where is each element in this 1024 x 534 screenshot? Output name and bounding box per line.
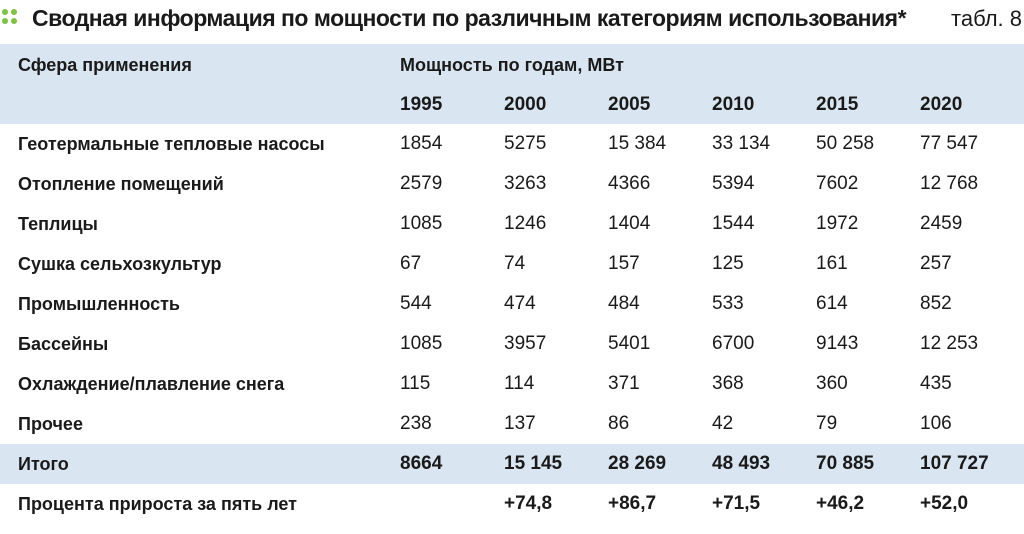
data-table: Сфера применения Мощность по годам, МВт … bbox=[0, 44, 1024, 524]
table-cell: 371 bbox=[608, 373, 640, 394]
table-cell: 70 885 bbox=[816, 444, 920, 484]
table-cell: 115 bbox=[400, 373, 431, 394]
year-header: 2005 bbox=[608, 86, 712, 124]
table-row: Прочее 238 137 86 42 79 106 bbox=[0, 404, 1024, 444]
table-cell: 5394 bbox=[712, 173, 755, 194]
row-label: Бассейны bbox=[18, 333, 109, 354]
table-row: Геотермальные тепловые насосы 1854 5275 … bbox=[0, 124, 1024, 164]
table-cell: 435 bbox=[920, 373, 952, 394]
table-cell: +71,5 bbox=[712, 493, 761, 514]
table-cell: 125 bbox=[712, 253, 744, 274]
table-cell: 12 253 bbox=[920, 333, 979, 354]
row-label: Теплицы bbox=[18, 213, 98, 234]
table-row: Промышленность 544 474 484 533 614 852 bbox=[0, 284, 1024, 324]
title-bar: Сводная информация по мощности по различ… bbox=[0, 0, 1024, 40]
table-cell: 67 bbox=[400, 253, 422, 274]
growth-row: Процента прироста за пять лет +74,8 +86,… bbox=[0, 484, 1024, 524]
table-cell: 15 384 bbox=[608, 133, 667, 154]
four-dots-icon bbox=[2, 9, 20, 27]
table-cell: 9143 bbox=[816, 333, 859, 354]
row-label: Сушка сельхозкультур bbox=[18, 253, 222, 274]
row-label: Геотермальные тепловые насосы bbox=[18, 133, 325, 154]
table-cell: 1972 bbox=[816, 213, 859, 234]
table-cell: +52,0 bbox=[920, 493, 969, 514]
year-header: 2000 bbox=[504, 86, 608, 124]
table-cell: 257 bbox=[920, 253, 952, 274]
table-cell: 5275 bbox=[504, 133, 547, 154]
table-cell: 137 bbox=[504, 413, 536, 434]
table-cell: 7602 bbox=[816, 173, 859, 194]
row-label: Процента прироста за пять лет bbox=[18, 493, 297, 514]
table-cell: 3263 bbox=[504, 173, 547, 194]
table-cell: +86,7 bbox=[608, 493, 657, 514]
table-cell: 106 bbox=[920, 413, 952, 434]
table-cell: 161 bbox=[816, 253, 848, 274]
table-cell: 12 768 bbox=[920, 173, 979, 194]
table-cell: +46,2 bbox=[816, 493, 865, 514]
table-cell: 1404 bbox=[608, 213, 651, 234]
row-label: Отопление помещений bbox=[18, 173, 224, 194]
table-cell: 360 bbox=[816, 373, 848, 394]
table-cell: 74 bbox=[504, 253, 526, 274]
table-cell: 5401 bbox=[608, 333, 651, 354]
table-cell: 474 bbox=[504, 284, 608, 324]
row-label: Итого bbox=[0, 444, 400, 484]
header-row-years: 1995 2000 2005 2010 2015 2020 bbox=[0, 86, 1024, 124]
table-row: Охлаждение/плавление снега 115 114 371 3… bbox=[0, 364, 1024, 404]
total-row: Итого 8664 15 145 28 269 48 493 70 885 1… bbox=[0, 444, 1024, 484]
table-cell: 157 bbox=[608, 253, 640, 274]
year-header: 2020 bbox=[920, 86, 1024, 124]
table-row: Сушка сельхозкультур 67 74 157 125 161 2… bbox=[0, 244, 1024, 284]
table-cell: 48 493 bbox=[712, 444, 816, 484]
table-cell: 1854 bbox=[400, 133, 443, 154]
table-cell: 77 547 bbox=[920, 133, 979, 154]
table-cell: 8664 bbox=[400, 444, 504, 484]
table-cell: 107 727 bbox=[920, 444, 1024, 484]
table-cell bbox=[400, 484, 504, 524]
table-cell: 114 bbox=[504, 373, 535, 394]
table-row: Отопление помещений 2579 3263 4366 5394 … bbox=[0, 164, 1024, 204]
table-title: Сводная информация по мощности по различ… bbox=[32, 5, 907, 31]
table-cell: 614 bbox=[816, 293, 848, 314]
row-label: Прочее bbox=[18, 413, 83, 434]
column-header-capacity: Мощность по годам, МВт bbox=[400, 44, 1024, 86]
table-cell: 50 258 bbox=[816, 133, 875, 154]
table-cell: +74,8 bbox=[504, 493, 553, 514]
table-cell: 33 134 bbox=[712, 133, 771, 154]
column-header-category: Сфера применения bbox=[0, 44, 400, 86]
table-cell: 3957 bbox=[504, 333, 547, 354]
table-cell: 79 bbox=[816, 413, 838, 434]
table-cell: 544 bbox=[400, 293, 432, 314]
year-header: 1995 bbox=[400, 86, 504, 124]
table-number: табл. 8 bbox=[951, 6, 1022, 31]
table-cell: 1246 bbox=[504, 213, 547, 234]
table-cell: 852 bbox=[920, 293, 952, 314]
table-cell: 6700 bbox=[712, 333, 755, 354]
row-label: Охлаждение/плавление снега bbox=[18, 373, 285, 394]
year-header: 2010 bbox=[712, 86, 816, 124]
table-cell: 368 bbox=[712, 373, 744, 394]
table-cell: 15 145 bbox=[504, 444, 608, 484]
table-cell: 2579 bbox=[400, 173, 443, 194]
table-cell: 42 bbox=[712, 413, 734, 434]
table-cell: 1085 bbox=[400, 333, 443, 354]
table-cell: 533 bbox=[712, 293, 744, 314]
table-cell: 2459 bbox=[920, 213, 963, 234]
table-row: Бассейны 1085 3957 5401 6700 9143 12 253 bbox=[0, 324, 1024, 364]
table-cell: 1085 bbox=[400, 213, 443, 234]
table-row: Теплицы 1085 1246 1404 1544 1972 2459 bbox=[0, 204, 1024, 244]
header-row-group: Сфера применения Мощность по годам, МВт bbox=[0, 44, 1024, 86]
table-cell: 238 bbox=[400, 413, 432, 434]
table-cell: 86 bbox=[608, 413, 630, 434]
table-cell-value: 474 bbox=[504, 293, 536, 314]
table-cell: 484 bbox=[608, 293, 640, 314]
year-header: 2015 bbox=[816, 86, 920, 124]
table-cell: 28 269 bbox=[608, 444, 712, 484]
header-empty-cell bbox=[0, 86, 400, 124]
table-cell: 1544 bbox=[712, 213, 755, 234]
table-cell: 4366 bbox=[608, 173, 651, 194]
row-label: Промышленность bbox=[18, 293, 180, 314]
